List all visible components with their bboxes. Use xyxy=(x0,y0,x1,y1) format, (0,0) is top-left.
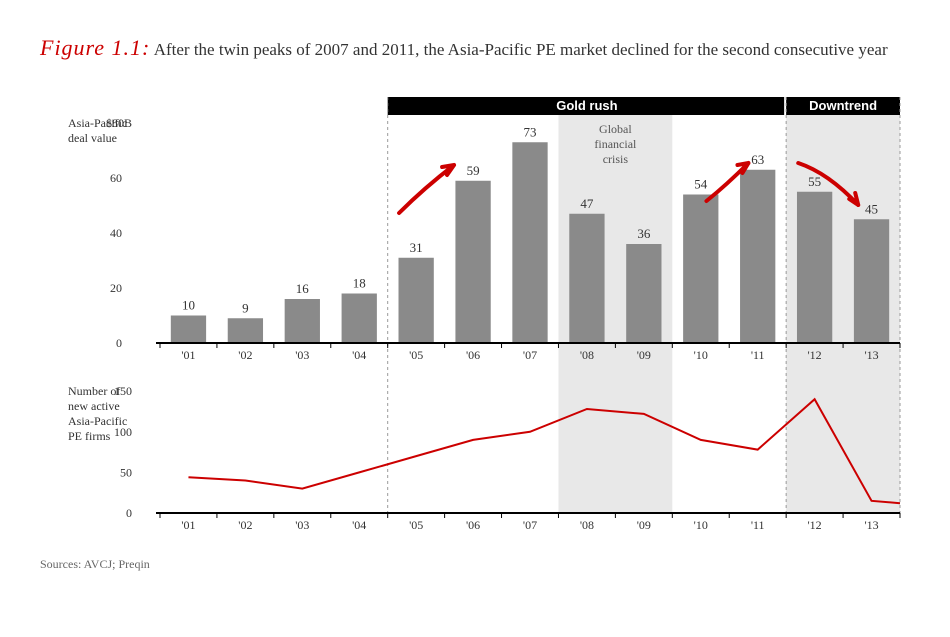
bar-value-label: 73 xyxy=(524,124,537,139)
bar xyxy=(683,195,718,344)
line-xtick: '13 xyxy=(864,518,878,532)
downtrend-label: Downtrend xyxy=(809,98,877,113)
line-ylabel: new active xyxy=(68,399,120,413)
line-xtick: '07 xyxy=(523,518,537,532)
bar xyxy=(512,142,547,343)
bar-xtick: '12 xyxy=(808,348,822,362)
bar xyxy=(854,219,889,343)
bar xyxy=(171,316,206,344)
line-xtick: '01 xyxy=(181,518,195,532)
bar-xtick: '08 xyxy=(580,348,594,362)
bar-value-label: 54 xyxy=(694,177,708,192)
bar xyxy=(797,192,832,343)
line-ytick: 0 xyxy=(126,506,132,520)
bar xyxy=(569,214,604,343)
gold-rush-label: Gold rush xyxy=(556,98,617,113)
crisis-label: financial xyxy=(594,137,637,151)
chart-svg: Gold rush Downtrend Globalfinancialcrisis 0… xyxy=(40,83,910,543)
bar xyxy=(285,299,320,343)
bar-value-label: 55 xyxy=(808,174,821,189)
bar xyxy=(740,170,775,343)
line-ytick: 50 xyxy=(120,466,132,480)
bar-value-label: 36 xyxy=(637,226,651,241)
bar-ylabel-2: deal value xyxy=(68,131,117,145)
bar xyxy=(626,244,661,343)
line-xtick: '06 xyxy=(466,518,480,532)
bar-xtick: '10 xyxy=(694,348,708,362)
line-ylabel: PE firms xyxy=(68,429,111,443)
bar-value-label: 10 xyxy=(182,298,195,313)
line-xtick: '12 xyxy=(808,518,822,532)
bar-xtick: '07 xyxy=(523,348,537,362)
bar-value-label: 18 xyxy=(353,276,366,291)
crisis-label: crisis xyxy=(603,152,629,166)
trend-arrow xyxy=(399,165,454,213)
line-ylabel: Asia-Pacific xyxy=(68,414,127,428)
bar xyxy=(399,258,434,343)
bar-ytick-top: $80B xyxy=(106,116,132,130)
line-xtick: '08 xyxy=(580,518,594,532)
bar-xtick: '06 xyxy=(466,348,480,362)
bar-ytick: 20 xyxy=(110,281,122,295)
bar-value-label: 9 xyxy=(242,300,249,315)
line-xtick: '11 xyxy=(751,518,765,532)
line-xtick: '09 xyxy=(637,518,651,532)
bar-xtick: '03 xyxy=(295,348,309,362)
line-xtick: '10 xyxy=(694,518,708,532)
bar-xtick: '01 xyxy=(181,348,195,362)
bar-xtick: '05 xyxy=(409,348,423,362)
sources-text: Sources: AVCJ; Preqin xyxy=(40,557,910,572)
bar-xtick: '04 xyxy=(352,348,366,362)
bar-value-label: 59 xyxy=(467,163,480,178)
bar-value-label: 45 xyxy=(865,201,878,216)
line-xtick: '04 xyxy=(352,518,366,532)
line-ylabel: Number of xyxy=(68,384,120,398)
bar-value-label: 31 xyxy=(410,240,423,255)
line-xtick: '05 xyxy=(409,518,423,532)
bar-xtick: '09 xyxy=(637,348,651,362)
figure-label: Figure 1.1: xyxy=(40,35,150,60)
bar-xtick: '13 xyxy=(864,348,878,362)
bar xyxy=(228,318,263,343)
bar-ytick: 60 xyxy=(110,171,122,185)
bar-value-label: 16 xyxy=(296,281,310,296)
bar-value-label: 47 xyxy=(580,196,594,211)
bar-xtick: '02 xyxy=(238,348,252,362)
line-xtick: '02 xyxy=(238,518,252,532)
bar-ytick: 40 xyxy=(110,226,122,240)
bar-ytick: 0 xyxy=(116,336,122,350)
bar-value-label: 63 xyxy=(751,152,764,167)
line-xtick: '03 xyxy=(295,518,309,532)
bar xyxy=(342,294,377,344)
bar-xtick: '11 xyxy=(751,348,765,362)
crisis-label: Global xyxy=(599,122,632,136)
figure-title: Figure 1.1: After the twin peaks of 2007… xyxy=(40,30,910,65)
bar xyxy=(455,181,490,343)
chart-container: Gold rush Downtrend Globalfinancialcrisis 0… xyxy=(40,83,910,543)
figure-caption: After the twin peaks of 2007 and 2011, t… xyxy=(154,40,888,59)
